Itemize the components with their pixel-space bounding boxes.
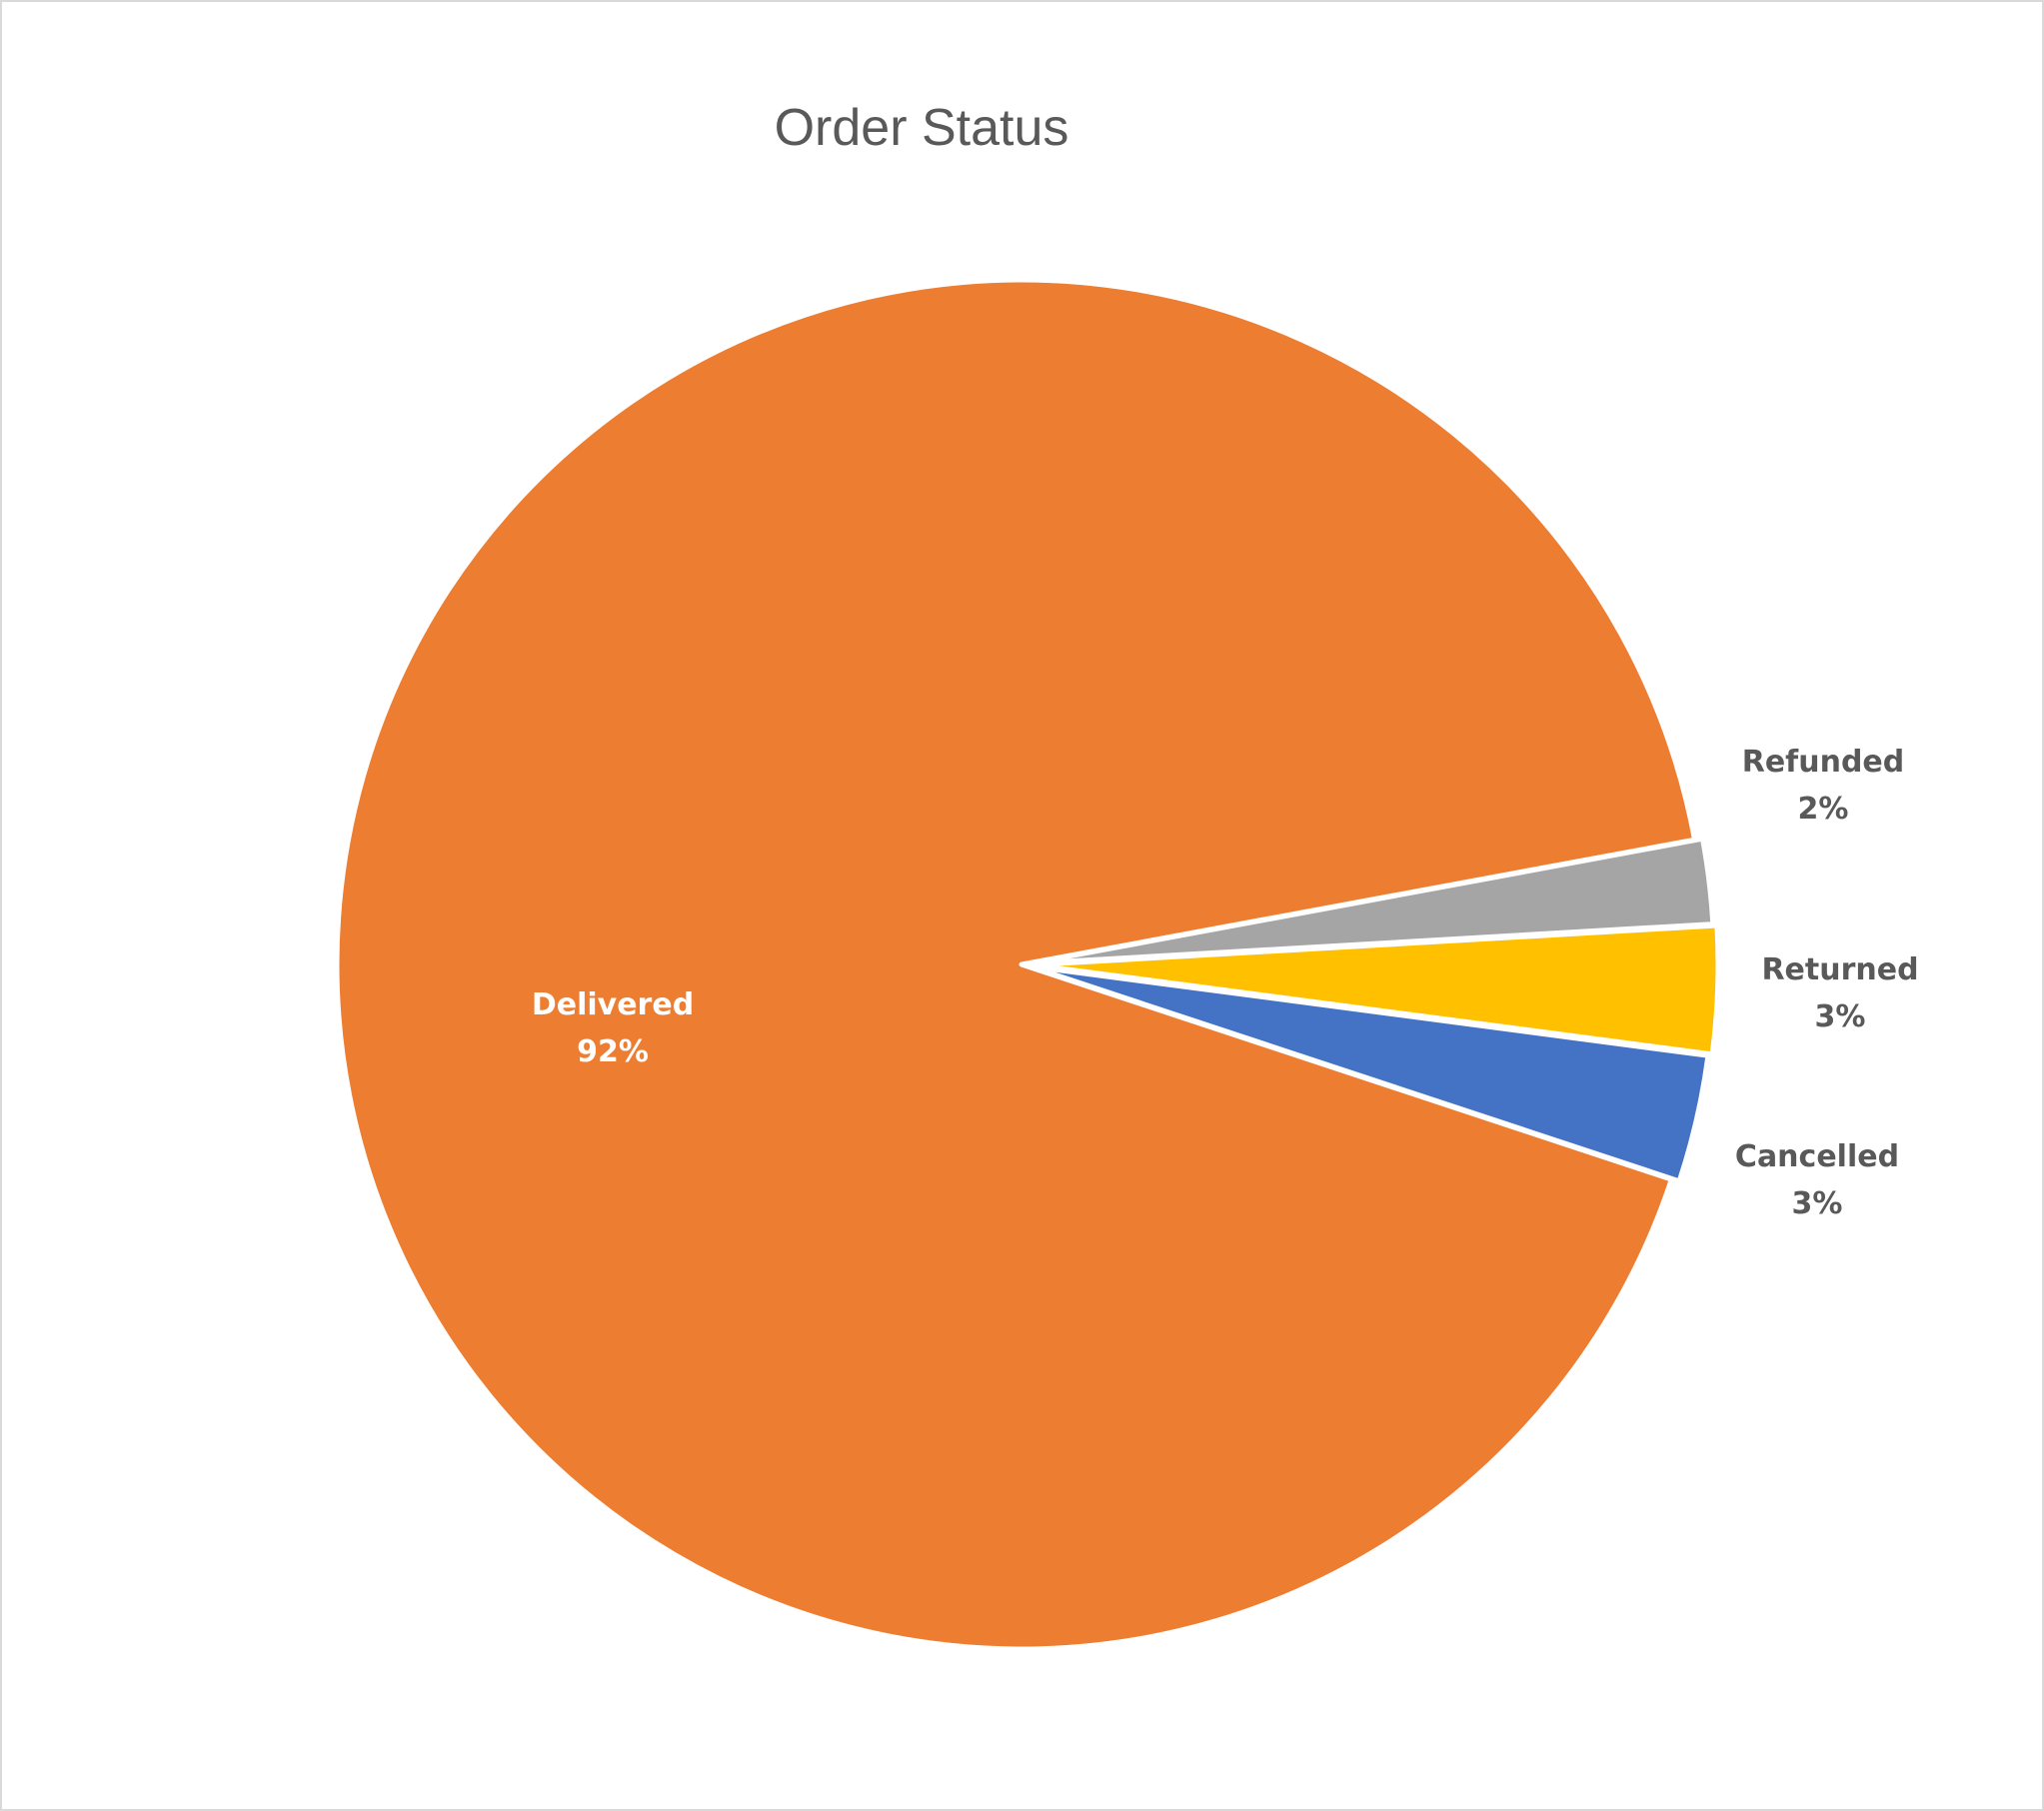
data-label-category: Delivered (532, 987, 694, 1022)
chart-title: Order Status (774, 99, 1069, 157)
pie-slice-delivered (334, 277, 1698, 1652)
data-label-refunded: Refunded 2% (1742, 745, 1905, 827)
data-label-percent: 3% (1792, 1186, 1843, 1221)
pie-slice-cancelled (1026, 963, 1711, 1184)
data-label-percent: 92% (577, 1034, 649, 1069)
data-label-percent: 2% (1798, 792, 1849, 827)
data-label-category: Returned (1761, 952, 1918, 987)
data-label-category: Refunded (1742, 745, 1905, 780)
data-label-category: Cancelled (1735, 1139, 1899, 1174)
data-label-delivered: Delivered 92% (532, 987, 694, 1069)
data-label-percent: 3% (1815, 999, 1866, 1034)
pie-slice-returned (1030, 922, 1721, 1057)
data-label-cancelled: Cancelled 3% (1735, 1139, 1899, 1221)
data-label-returned: Returned 3% (1761, 952, 1918, 1034)
